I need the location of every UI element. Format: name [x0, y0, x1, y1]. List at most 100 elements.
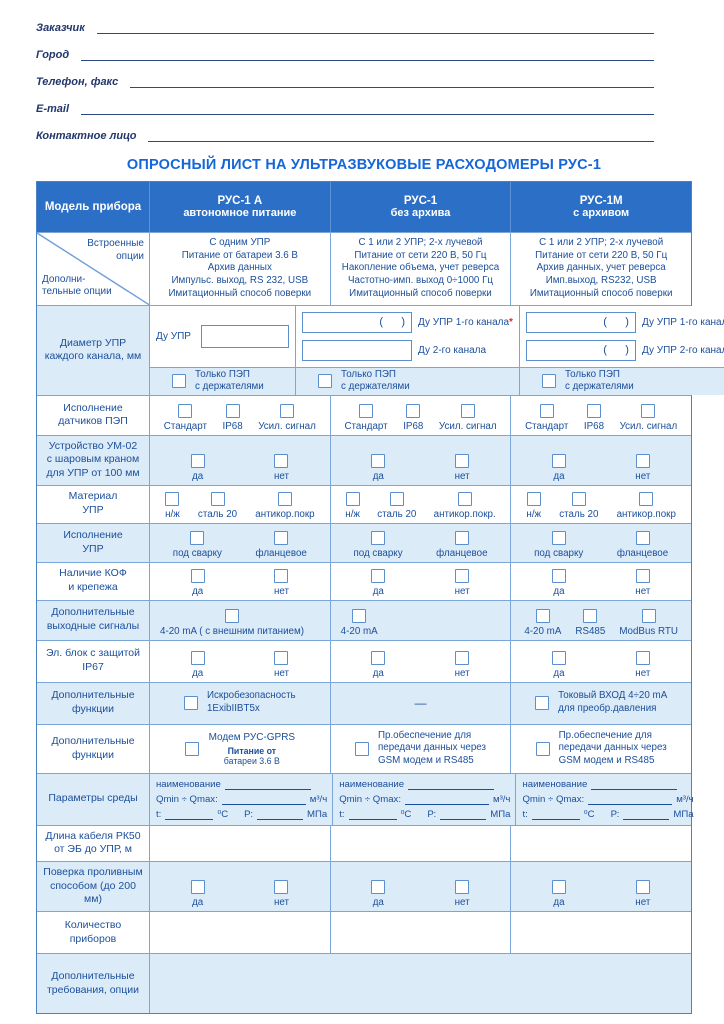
- quantity-input-cell[interactable]: [149, 912, 330, 953]
- checkbox[interactable]: [551, 880, 566, 894]
- checkbox[interactable]: [535, 608, 550, 623]
- checkbox[interactable]: [551, 568, 566, 583]
- name-blank[interactable]: [408, 780, 495, 791]
- checkbox[interactable]: [455, 568, 470, 583]
- checkbox[interactable]: [274, 530, 289, 545]
- p-blank[interactable]: [623, 810, 670, 821]
- du-upr-input[interactable]: [200, 324, 289, 348]
- checkbox[interactable]: [635, 530, 650, 545]
- checkbox[interactable]: [460, 403, 475, 418]
- t-blank[interactable]: [165, 810, 214, 821]
- checkbox[interactable]: [225, 608, 239, 623]
- row-label: Поверка проливным способом (до 200 мм): [43, 866, 143, 906]
- options-cell: да нет: [329, 435, 511, 485]
- checkbox[interactable]: [165, 491, 180, 506]
- contact-field-line[interactable]: [81, 103, 654, 115]
- checkbox[interactable]: [406, 403, 421, 418]
- checkbox[interactable]: [389, 491, 404, 506]
- checkbox[interactable]: [455, 880, 470, 894]
- checkbox[interactable]: [639, 491, 654, 506]
- contact-field-line[interactable]: [148, 130, 654, 142]
- contact-field-label: E-mail: [36, 103, 70, 115]
- name-blank[interactable]: [224, 780, 311, 791]
- checkbox[interactable]: [551, 650, 566, 665]
- checkbox[interactable]: [371, 650, 386, 665]
- checkbox[interactable]: [635, 880, 650, 894]
- checkbox[interactable]: [190, 530, 205, 545]
- t-blank[interactable]: [531, 810, 580, 821]
- checkbox[interactable]: [317, 374, 332, 389]
- checkbox[interactable]: [455, 650, 470, 665]
- checkbox[interactable]: [539, 403, 554, 418]
- checkbox[interactable]: [210, 491, 225, 506]
- p-blank[interactable]: [440, 810, 487, 821]
- du-channel2-input[interactable]: ( ): [525, 339, 636, 361]
- checkbox[interactable]: [371, 568, 386, 583]
- checkbox[interactable]: [274, 650, 289, 665]
- checkbox[interactable]: [183, 696, 198, 711]
- du-channel1-input[interactable]: ( ): [525, 311, 636, 333]
- checkbox[interactable]: [535, 696, 550, 711]
- q-blank[interactable]: [405, 795, 489, 806]
- checkbox[interactable]: [190, 880, 205, 894]
- checkbox[interactable]: [551, 530, 566, 545]
- checkbox[interactable]: [359, 403, 374, 418]
- checkbox[interactable]: [641, 403, 656, 418]
- checkbox[interactable]: [641, 608, 656, 623]
- checkbox[interactable]: [371, 530, 386, 545]
- checkbox[interactable]: [190, 650, 205, 665]
- checkbox[interactable]: [586, 403, 601, 418]
- contact-field-line[interactable]: [130, 76, 654, 88]
- checkbox[interactable]: [225, 403, 240, 418]
- gsm-software-cell: Пр.обеспечение для передачи данных через…: [510, 724, 691, 773]
- checkbox[interactable]: [457, 491, 472, 506]
- checkbox[interactable]: [190, 568, 205, 583]
- options-cell: да нет: [149, 435, 330, 485]
- checkbox[interactable]: [455, 453, 470, 468]
- extra-requirements-input-cell[interactable]: [149, 954, 691, 1013]
- option-label: IP68: [222, 420, 243, 432]
- checkbox[interactable]: [635, 568, 650, 583]
- t-blank[interactable]: [348, 810, 397, 821]
- q-blank[interactable]: [221, 795, 306, 806]
- cable-length-input-cell[interactable]: [510, 825, 691, 862]
- checkbox[interactable]: [371, 880, 386, 894]
- header-rus1a: РУС-1 А автономное питание: [149, 182, 330, 232]
- checkbox[interactable]: [371, 453, 386, 468]
- p-unit: МПа: [490, 809, 511, 821]
- checkbox[interactable]: [280, 403, 295, 418]
- checkbox[interactable]: [535, 741, 550, 756]
- quantity-input-cell[interactable]: [329, 912, 511, 953]
- checkbox[interactable]: [583, 608, 598, 623]
- checkbox[interactable]: [274, 880, 289, 894]
- cable-length-input-cell[interactable]: [149, 825, 330, 862]
- checkbox[interactable]: [454, 530, 469, 545]
- name-blank[interactable]: [591, 780, 678, 791]
- checkbox[interactable]: [354, 741, 369, 756]
- checkbox[interactable]: [274, 568, 289, 583]
- checkbox[interactable]: [635, 453, 650, 468]
- checkbox[interactable]: [551, 453, 566, 468]
- p-blank[interactable]: [256, 810, 303, 821]
- checkbox[interactable]: [178, 403, 193, 418]
- du-channel1-input[interactable]: ( ): [301, 311, 412, 333]
- contact-field-line[interactable]: [81, 49, 654, 61]
- checkbox[interactable]: [635, 650, 650, 665]
- cable-length-input-cell[interactable]: [329, 825, 511, 862]
- contact-field-line[interactable]: [96, 22, 654, 34]
- checkbox[interactable]: [277, 491, 292, 506]
- option-label: да: [192, 667, 204, 679]
- checkbox[interactable]: [352, 608, 367, 623]
- checkbox[interactable]: [184, 741, 199, 756]
- quantity-input-cell[interactable]: [510, 912, 691, 953]
- checkbox[interactable]: [571, 491, 586, 506]
- checkbox[interactable]: [190, 453, 205, 468]
- option-label: Усил. сигнал: [438, 420, 497, 432]
- checkbox[interactable]: [526, 491, 541, 506]
- q-blank[interactable]: [588, 795, 673, 806]
- du-channel2-input[interactable]: [301, 339, 412, 361]
- checkbox[interactable]: [274, 453, 289, 468]
- checkbox[interactable]: [345, 491, 360, 506]
- checkbox[interactable]: [172, 374, 186, 389]
- checkbox[interactable]: [541, 374, 556, 389]
